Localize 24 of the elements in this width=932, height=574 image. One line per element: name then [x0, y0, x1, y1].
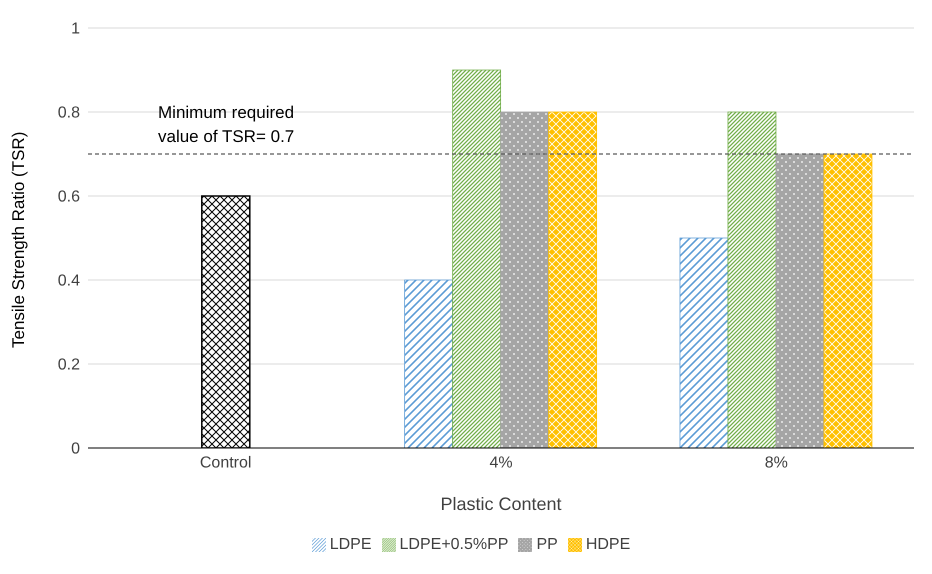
legend-label: LDPE	[330, 536, 372, 553]
bar	[728, 112, 776, 448]
legend-label: LDPE+0.5%PP	[400, 536, 508, 553]
y-tick-label: 0.8	[58, 104, 80, 122]
bar	[500, 112, 550, 448]
y-tick-label: 0.6	[58, 188, 80, 206]
y-axis-title: Tensile Strength Ratio (TSR)	[9, 132, 28, 348]
legend-label: HDPE	[586, 536, 630, 553]
x-tick-label: 8%	[764, 454, 788, 472]
y-tick-label: 0	[71, 440, 80, 458]
bar	[680, 238, 728, 448]
x-tick-label: Control	[200, 454, 252, 472]
bar	[404, 280, 454, 448]
bar	[452, 70, 502, 448]
bar	[824, 154, 872, 448]
bar	[776, 154, 824, 448]
ref-line-label: Minimum required value of TSR= 0.7	[158, 103, 294, 146]
x-tick-label: 4%	[489, 454, 513, 472]
y-tick-label: 1	[71, 20, 80, 38]
x-axis-title: Plastic Content	[440, 494, 562, 514]
legend-label: PP	[536, 536, 558, 553]
y-tick-label: 0.2	[58, 356, 80, 374]
y-tick-label: 0.4	[58, 272, 80, 290]
bar	[548, 112, 598, 448]
